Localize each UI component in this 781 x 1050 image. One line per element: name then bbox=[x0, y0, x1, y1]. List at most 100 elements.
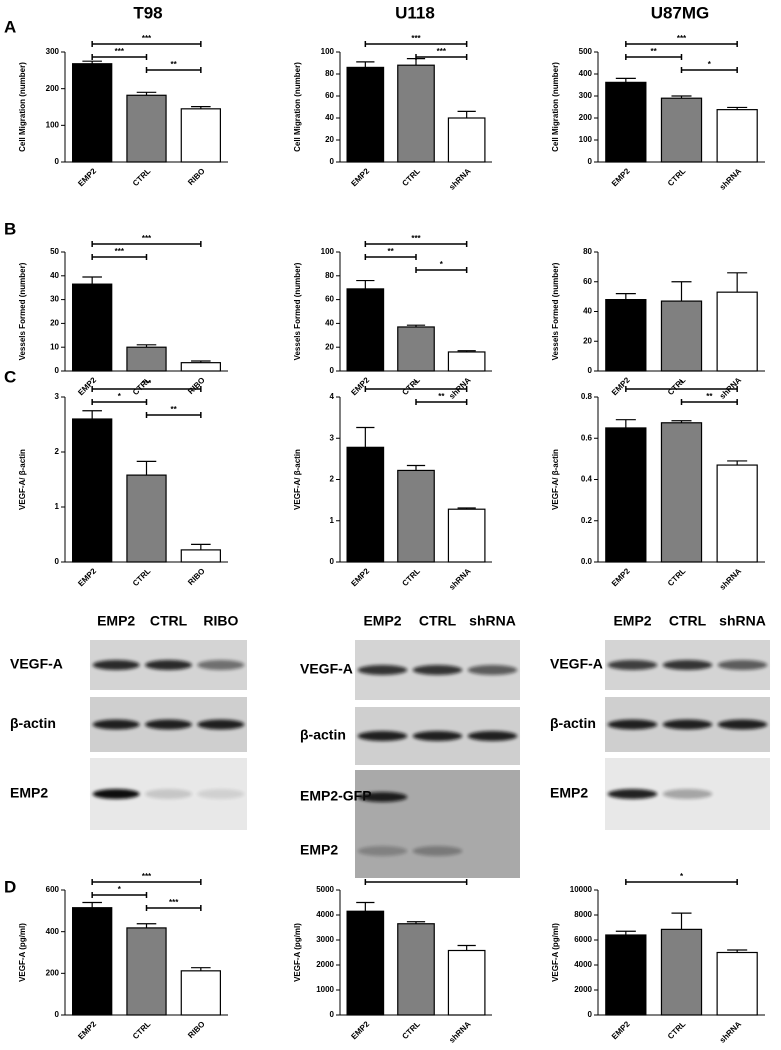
significance-label: *** bbox=[142, 234, 152, 243]
significance-bracket bbox=[625, 386, 738, 392]
panel-label: B bbox=[4, 219, 16, 238]
error-bar bbox=[671, 420, 692, 423]
bar bbox=[605, 299, 647, 372]
y-tick-label: 300 bbox=[46, 47, 60, 56]
y-tick-label: 1000 bbox=[316, 985, 334, 994]
error-bar bbox=[615, 419, 636, 428]
error-bar bbox=[136, 344, 157, 348]
blot-band bbox=[412, 846, 463, 856]
x-tick-label: CTRL bbox=[666, 166, 688, 188]
blot-row-label: VEGF-A bbox=[300, 661, 353, 677]
x-tick-label: EMP2 bbox=[349, 375, 371, 397]
blot-band bbox=[412, 665, 463, 675]
x-tick-label: CTRL bbox=[400, 166, 422, 188]
blot-band bbox=[412, 731, 463, 741]
x-tick-label: shRNA bbox=[718, 375, 743, 400]
blot-band bbox=[607, 789, 658, 799]
y-tick-label: 20 bbox=[50, 319, 59, 328]
blot-band bbox=[357, 731, 408, 741]
lane-label: RIBO bbox=[203, 613, 238, 629]
significance-bracket bbox=[364, 41, 468, 47]
significance-bracket bbox=[91, 879, 202, 885]
x-tick-label: CTRL bbox=[666, 566, 688, 588]
error-bar bbox=[457, 944, 476, 951]
error-bar bbox=[615, 77, 636, 83]
y-tick-label: 6000 bbox=[574, 935, 592, 944]
x-tick-label: EMP2 bbox=[610, 1019, 632, 1041]
lane-label: CTRL bbox=[150, 613, 188, 629]
error-bar bbox=[457, 110, 476, 118]
y-tick-label: 40 bbox=[583, 307, 592, 316]
significance-bracket bbox=[91, 41, 202, 47]
y-tick-label: 1 bbox=[330, 516, 335, 525]
blot-band bbox=[357, 846, 408, 856]
significance-bracket bbox=[415, 54, 468, 60]
y-axis-label: Vessels Formed (number) bbox=[18, 262, 27, 360]
significance-bracket bbox=[145, 905, 202, 911]
blot-band bbox=[144, 789, 193, 799]
bar bbox=[180, 970, 221, 1016]
significance-label: ** bbox=[438, 392, 445, 401]
blot-band bbox=[717, 660, 768, 670]
x-tick-label: EMP2 bbox=[76, 166, 98, 188]
bar bbox=[72, 63, 113, 163]
y-tick-label: 50 bbox=[50, 247, 59, 256]
y-tick-label: 100 bbox=[321, 47, 335, 56]
y-tick-label: 500 bbox=[579, 47, 593, 56]
y-tick-label: 300 bbox=[579, 91, 593, 100]
bar bbox=[72, 418, 113, 563]
bar bbox=[605, 934, 647, 1016]
bar bbox=[180, 549, 221, 563]
panel-label: A bbox=[4, 17, 16, 36]
x-tick-label: CTRL bbox=[400, 375, 422, 397]
blot-row-label: EMP2 bbox=[10, 785, 48, 801]
y-tick-label: 0.4 bbox=[581, 475, 593, 484]
x-tick-label: EMP2 bbox=[610, 566, 632, 588]
error-bar bbox=[727, 106, 748, 110]
x-tick-label: shRNA bbox=[447, 166, 472, 191]
y-tick-label: 0 bbox=[588, 1010, 593, 1019]
error-bar bbox=[356, 279, 375, 289]
error-bar bbox=[615, 930, 636, 935]
y-tick-label: 400 bbox=[46, 927, 60, 936]
blot-row-label: β-actin bbox=[300, 727, 346, 743]
significance-bracket bbox=[91, 892, 148, 898]
y-axis-label: Vessels Formed (number) bbox=[293, 262, 302, 360]
blot-panel bbox=[355, 770, 520, 878]
bar bbox=[660, 422, 703, 563]
y-tick-label: 1 bbox=[55, 502, 60, 511]
significance-label: ** bbox=[171, 405, 178, 414]
error-bar bbox=[356, 61, 375, 68]
significance-bracket bbox=[145, 67, 202, 73]
significance-bracket bbox=[625, 879, 738, 885]
significance-label: *** bbox=[677, 34, 687, 43]
bar bbox=[716, 951, 758, 1016]
error-bar bbox=[457, 350, 476, 352]
blot-row-label: VEGF-A bbox=[10, 656, 63, 672]
bar bbox=[716, 291, 758, 372]
bar bbox=[72, 907, 113, 1016]
error-bar bbox=[136, 460, 157, 476]
panel-label: C bbox=[4, 367, 16, 386]
y-axis-label: Cell Migration (number) bbox=[551, 62, 560, 152]
y-tick-label: 30 bbox=[50, 295, 59, 304]
significance-bracket bbox=[625, 54, 683, 60]
x-tick-label: CTRL bbox=[131, 1019, 153, 1041]
bar bbox=[660, 300, 703, 372]
x-tick-label: EMP2 bbox=[349, 166, 371, 188]
blot-band bbox=[662, 719, 713, 730]
y-tick-label: 3 bbox=[55, 392, 60, 401]
y-axis-label: VEGF-A (pg/ml) bbox=[551, 923, 560, 982]
x-tick-label: RIBO bbox=[186, 567, 207, 588]
blot-row-label: EMP2 bbox=[550, 785, 588, 801]
x-tick-label: shRNA bbox=[447, 566, 472, 591]
y-tick-label: 60 bbox=[325, 295, 334, 304]
blot-band bbox=[662, 789, 713, 799]
y-tick-label: 200 bbox=[579, 113, 593, 122]
y-tick-label: 0 bbox=[55, 366, 60, 375]
significance-label: *** bbox=[169, 898, 179, 907]
x-tick-label: CTRL bbox=[131, 166, 153, 188]
x-tick-label: CTRL bbox=[666, 375, 688, 397]
error-bar bbox=[191, 106, 211, 109]
y-tick-label: 4 bbox=[330, 392, 335, 401]
